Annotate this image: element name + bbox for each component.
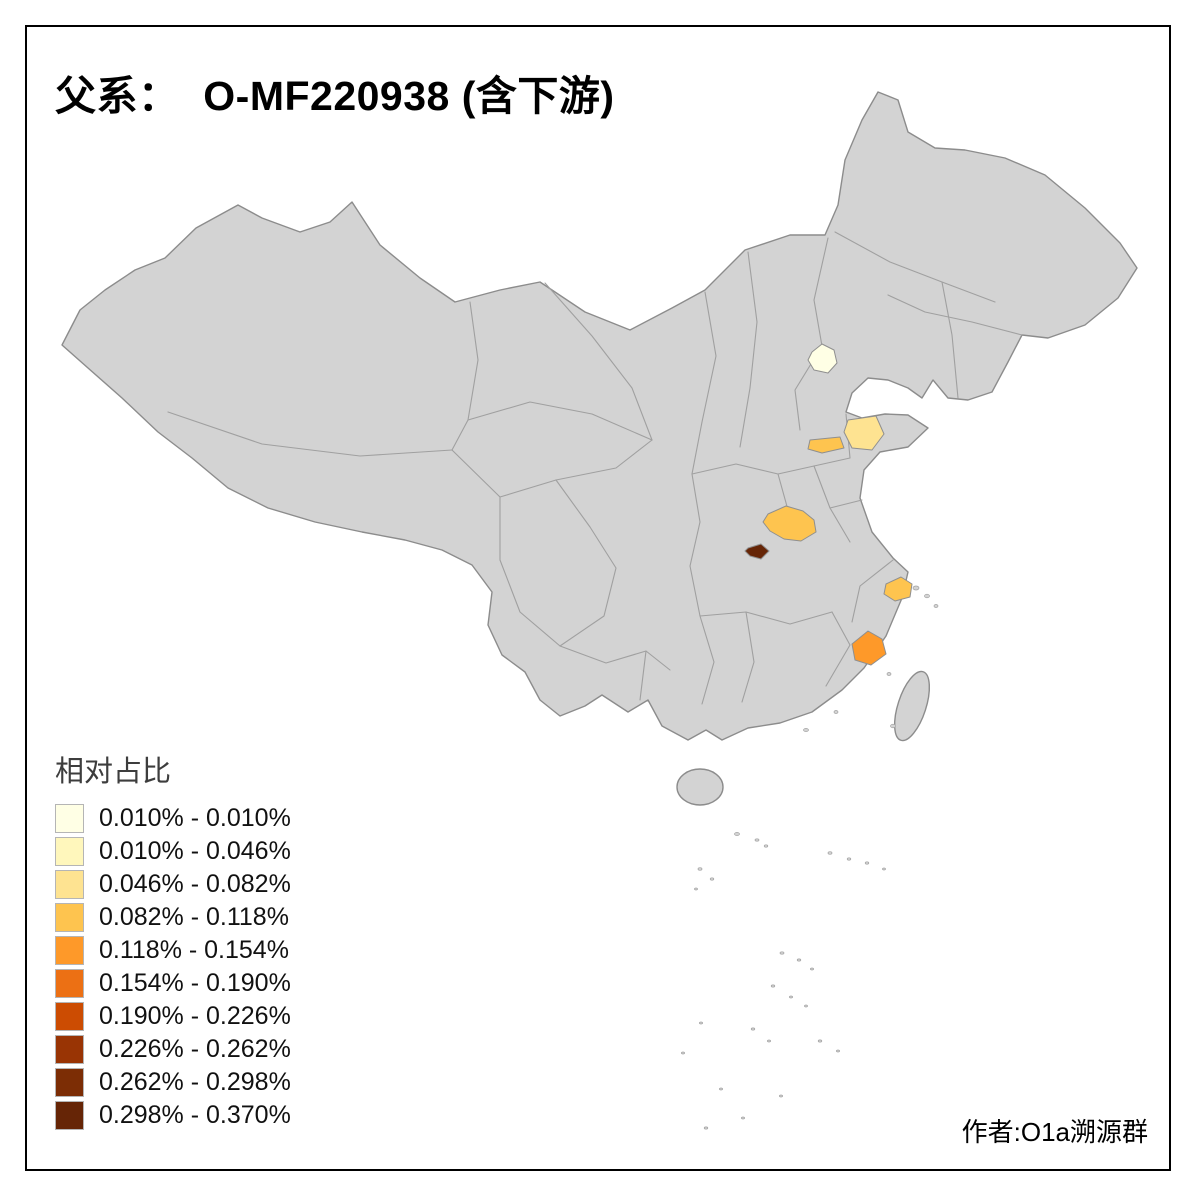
legend-swatch bbox=[55, 1002, 84, 1031]
legend-swatch bbox=[55, 837, 84, 866]
coastal-and-south-china-sea-islets bbox=[681, 585, 939, 1130]
legend-label: 0.298% - 0.370% bbox=[99, 1101, 291, 1129]
legend-label: 0.190% - 0.226% bbox=[99, 1002, 291, 1030]
region-shandong-west bbox=[843, 415, 885, 451]
hainan-island bbox=[676, 768, 724, 806]
legend-swatch bbox=[55, 870, 84, 899]
legend-swatch bbox=[55, 903, 84, 932]
legend-label: 0.226% - 0.262% bbox=[99, 1035, 291, 1063]
legend-swatch bbox=[55, 1068, 84, 1097]
region-beijing bbox=[807, 343, 838, 374]
highlighted-regions bbox=[744, 343, 913, 666]
legend-label: 0.154% - 0.190% bbox=[99, 969, 291, 997]
mainland-group bbox=[61, 91, 1138, 806]
page-title: 父系： O-MF220938 (含下游) bbox=[55, 73, 615, 119]
legend-label: 0.118% - 0.154% bbox=[99, 936, 289, 964]
region-fujian-coastal bbox=[851, 630, 887, 666]
legend-swatch bbox=[55, 1035, 84, 1064]
legend-item: 0.154% - 0.190% bbox=[55, 969, 291, 998]
province-borders bbox=[167, 231, 1023, 705]
legend-item: 0.226% - 0.262% bbox=[55, 1035, 291, 1064]
legend-label: 0.046% - 0.082% bbox=[99, 870, 291, 898]
author-credit: 作者:O1a溯源群 bbox=[961, 1117, 1148, 1147]
region-henan-north-strip bbox=[807, 436, 845, 454]
legend-item: 0.046% - 0.082% bbox=[55, 870, 291, 899]
region-shanghai-area bbox=[883, 576, 913, 602]
legend-item: 0.082% - 0.118% bbox=[55, 903, 291, 932]
legend-swatch bbox=[55, 969, 84, 998]
legend-title: 相对占比 bbox=[55, 756, 172, 788]
taiwan-island bbox=[893, 670, 931, 742]
legend-label: 0.082% - 0.118% bbox=[99, 903, 289, 931]
legend-item: 0.010% - 0.010% bbox=[55, 804, 291, 833]
legend: 相对占比 0.010% - 0.010% 0.010% - 0.046% 0.046… bbox=[55, 748, 291, 1134]
legend-swatch bbox=[55, 936, 84, 965]
china-mainland bbox=[61, 91, 1138, 741]
legend-items: 0.010% - 0.010% 0.010% - 0.046% 0.046% - 0… bbox=[55, 804, 291, 1130]
legend-item: 0.190% - 0.226% bbox=[55, 1002, 291, 1031]
legend-item: 0.010% - 0.046% bbox=[55, 837, 291, 866]
legend-label: 0.010% - 0.010% bbox=[99, 804, 291, 832]
legend-label: 0.010% - 0.046% bbox=[99, 837, 291, 865]
legend-swatch bbox=[55, 1101, 84, 1130]
legend-swatch bbox=[55, 804, 84, 833]
legend-label: 0.262% - 0.298% bbox=[99, 1068, 291, 1096]
region-hubei-north bbox=[762, 505, 817, 542]
region-hubei-west-dark bbox=[744, 543, 770, 560]
legend-item: 0.262% - 0.298% bbox=[55, 1068, 291, 1097]
plot-border bbox=[25, 25, 1171, 1171]
legend-item: 0.118% - 0.154% bbox=[55, 936, 291, 965]
legend-item: 0.298% - 0.370% bbox=[55, 1101, 291, 1130]
